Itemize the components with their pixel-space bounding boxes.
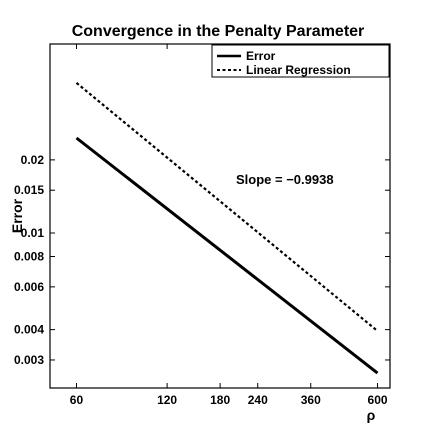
series-line-linear-regression — [75, 82, 379, 332]
x-tick-label: 600 — [368, 393, 388, 407]
legend-label: Linear Regression — [246, 63, 351, 77]
x-axis: 60 120 180 240 360 600 — [70, 44, 388, 407]
y-tick-label: 0.02 — [21, 153, 45, 167]
slope-annotation: Slope = −0.9938 — [236, 172, 334, 187]
y-tick-label: 0.01 — [21, 226, 45, 240]
plot-frame — [49, 43, 391, 389]
y-tick-label: 0.008 — [14, 250, 44, 264]
x-tick-label: 360 — [301, 393, 321, 407]
y-axis-label: Error — [9, 198, 25, 233]
legend-label: Error — [246, 49, 276, 63]
x-tick-label: 240 — [248, 393, 268, 407]
x-tick-label: 120 — [157, 393, 177, 407]
x-tick-label: 60 — [70, 393, 84, 407]
x-tick-label: 180 — [210, 393, 230, 407]
series-group — [75, 82, 379, 375]
x-axis-label: ρ — [367, 407, 376, 423]
y-tick-label: 0.006 — [14, 280, 44, 294]
legend-box — [211, 44, 390, 78]
chart-title: Convergence in the Penalty Parameter — [72, 23, 365, 40]
y-tick-label: 0.003 — [14, 353, 44, 367]
series-line-error — [75, 136, 379, 375]
y-axis: 0.003 0.004 0.006 0.008 0.01 0.015 0.02 — [14, 153, 390, 367]
y-tick-label: 0.015 — [14, 183, 44, 197]
y-tick-label: 0.004 — [14, 323, 44, 337]
